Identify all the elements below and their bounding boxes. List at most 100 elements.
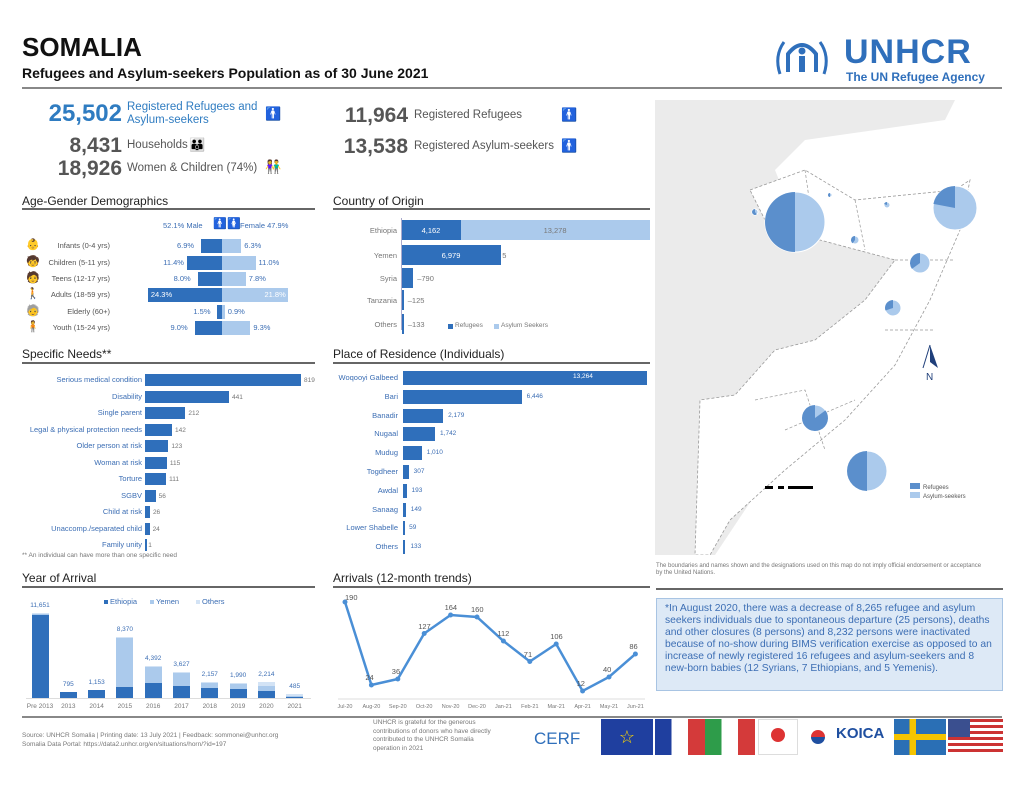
year-bar-ethiopia: [229, 688, 247, 698]
need-label: Serious medical condition: [56, 375, 142, 384]
year-legend-swatch: [104, 600, 108, 604]
header-divider: [22, 87, 1002, 89]
year-legend-swatch: [196, 600, 200, 604]
residence-value: 149: [410, 505, 422, 513]
koica-logo: KOICA: [836, 725, 885, 742]
arrivals-value: 71: [523, 649, 533, 659]
year-legend-swatch: [150, 600, 154, 604]
note-box: *In August 2020, there was a decrease of…: [656, 598, 1003, 691]
age-row-label: Youth (15-24 yrs): [52, 323, 110, 332]
residence-value: 6,446: [526, 392, 543, 400]
female-value: 0.9%: [227, 307, 245, 316]
refugees-value: 4,162: [421, 226, 441, 235]
need-bar: [145, 456, 167, 469]
year-bar-yemen: [116, 637, 134, 688]
year-bar-ethiopia: [201, 688, 219, 698]
footer-portal[interactable]: Somalia Data Portal: https://data2.unhcr…: [22, 741, 227, 748]
arrivals-tick: Dec-20: [468, 704, 486, 710]
legend-refugees-label: Refugees: [923, 485, 949, 491]
residence-label: Mudug: [375, 448, 398, 458]
unhcr-logo: UNHCR The UN Refugee Agency: [772, 34, 1002, 86]
kpi-refugees-label: Registered Refugees: [414, 109, 523, 121]
person-icon: 🚹: [561, 138, 578, 153]
map-pie-refugees-slice: [828, 193, 830, 197]
female-bar: [222, 288, 289, 302]
need-label: Family unity: [101, 540, 142, 549]
section-arrivals: Arrivals (12-month trends): [333, 571, 472, 585]
origin-label: Ethiopia: [369, 226, 397, 235]
arrivals-value: 24: [365, 673, 374, 682]
year-bar-ethiopia: [257, 691, 275, 698]
female-icon: 🚺: [227, 218, 241, 230]
refugees-bar: [402, 290, 404, 310]
residence-bar: [403, 389, 522, 404]
year-bar-others: [257, 681, 275, 686]
residence-value: 1,742: [440, 430, 457, 438]
year-bar-yemen: [286, 695, 304, 698]
map-pie-refugees-slice: [885, 300, 893, 311]
year-bar-yemen: [144, 666, 162, 684]
year-tick: 2015: [117, 703, 133, 710]
age-row-label: Adults (18-59 yrs): [50, 290, 110, 299]
residence-bar: [403, 521, 405, 536]
map[interactable]: N Refugees Asylum-seekers: [655, 100, 1005, 555]
male-value: 8.0%: [173, 274, 191, 283]
map-disclaimer: The boundaries and names shown and the d…: [656, 563, 982, 576]
divider: [333, 586, 650, 588]
axis: [401, 218, 402, 330]
divider: [22, 586, 315, 588]
arrivals-value: 86: [629, 642, 638, 651]
arrivals-tick: Jul-20: [337, 704, 353, 710]
arrivals-tick: Jun-21: [626, 704, 644, 710]
origin-label: Syria: [379, 274, 397, 283]
origin-label: Tanzania: [366, 296, 397, 305]
section-age-gender: Age-Gender Demographics: [22, 194, 169, 208]
year-total: 1,990: [229, 672, 247, 680]
need-value: 212: [188, 410, 200, 417]
year-total: 2,157: [201, 671, 218, 679]
legend-refugees-swatch: [910, 483, 920, 489]
arrivals-point: [474, 614, 480, 620]
refugees-value: –790: [417, 274, 434, 283]
somalia-land: [694, 169, 971, 555]
year-bar-others: [116, 636, 134, 638]
residence-bar: [403, 408, 444, 423]
refugees-bar: [402, 245, 502, 265]
residence-label: Sanaag: [372, 504, 398, 514]
arrivals-point: [448, 612, 454, 618]
cerf-logo-text: CERF: [534, 729, 581, 748]
arrivals-point: [632, 651, 638, 657]
need-bar: [145, 489, 156, 502]
need-label: Torture: [118, 474, 142, 483]
need-value: 142: [175, 426, 186, 434]
unhcr-logo-tagline: The UN Refugee Agency: [846, 70, 985, 84]
year-bar-yemen: [257, 685, 275, 692]
male-value: 11.4%: [163, 258, 184, 267]
map-pie-refugees-slice: [851, 236, 855, 244]
year-bar-others: [286, 694, 304, 696]
refugees-bar: [402, 220, 462, 240]
residence-value: 1,010: [426, 449, 443, 457]
year-total: 795: [62, 681, 74, 689]
map-pie-refugees-slice: [847, 451, 867, 491]
origin-label: Yemen: [373, 251, 397, 260]
year-bar-ethiopia: [31, 614, 49, 698]
refugees-bar: [402, 268, 414, 288]
arrivals-point: [368, 682, 374, 688]
year-bar-yemen: [229, 683, 247, 689]
residence-label: Awdal: [377, 485, 398, 495]
year-bar-yemen: [201, 682, 219, 689]
legend-asylum: Asylum Seekers: [501, 322, 548, 329]
age-row-label: Teens (12-17 yrs): [51, 274, 110, 283]
usa-flag: [948, 719, 1003, 755]
need-value: 819: [304, 377, 315, 384]
legend-refugees: Refugees: [455, 322, 483, 329]
legend-asylum-swatch: [494, 324, 499, 329]
age-row-label: Elderly (60+): [67, 307, 110, 316]
year-bar-ethiopia: [59, 692, 77, 698]
arrivals-tick: Jan-21: [494, 704, 512, 710]
year-bar-ethiopia: [286, 697, 304, 698]
need-bar: [145, 473, 167, 485]
arrivals-tick: Oct-20: [415, 704, 433, 710]
arrivals-value: 106: [550, 632, 563, 641]
